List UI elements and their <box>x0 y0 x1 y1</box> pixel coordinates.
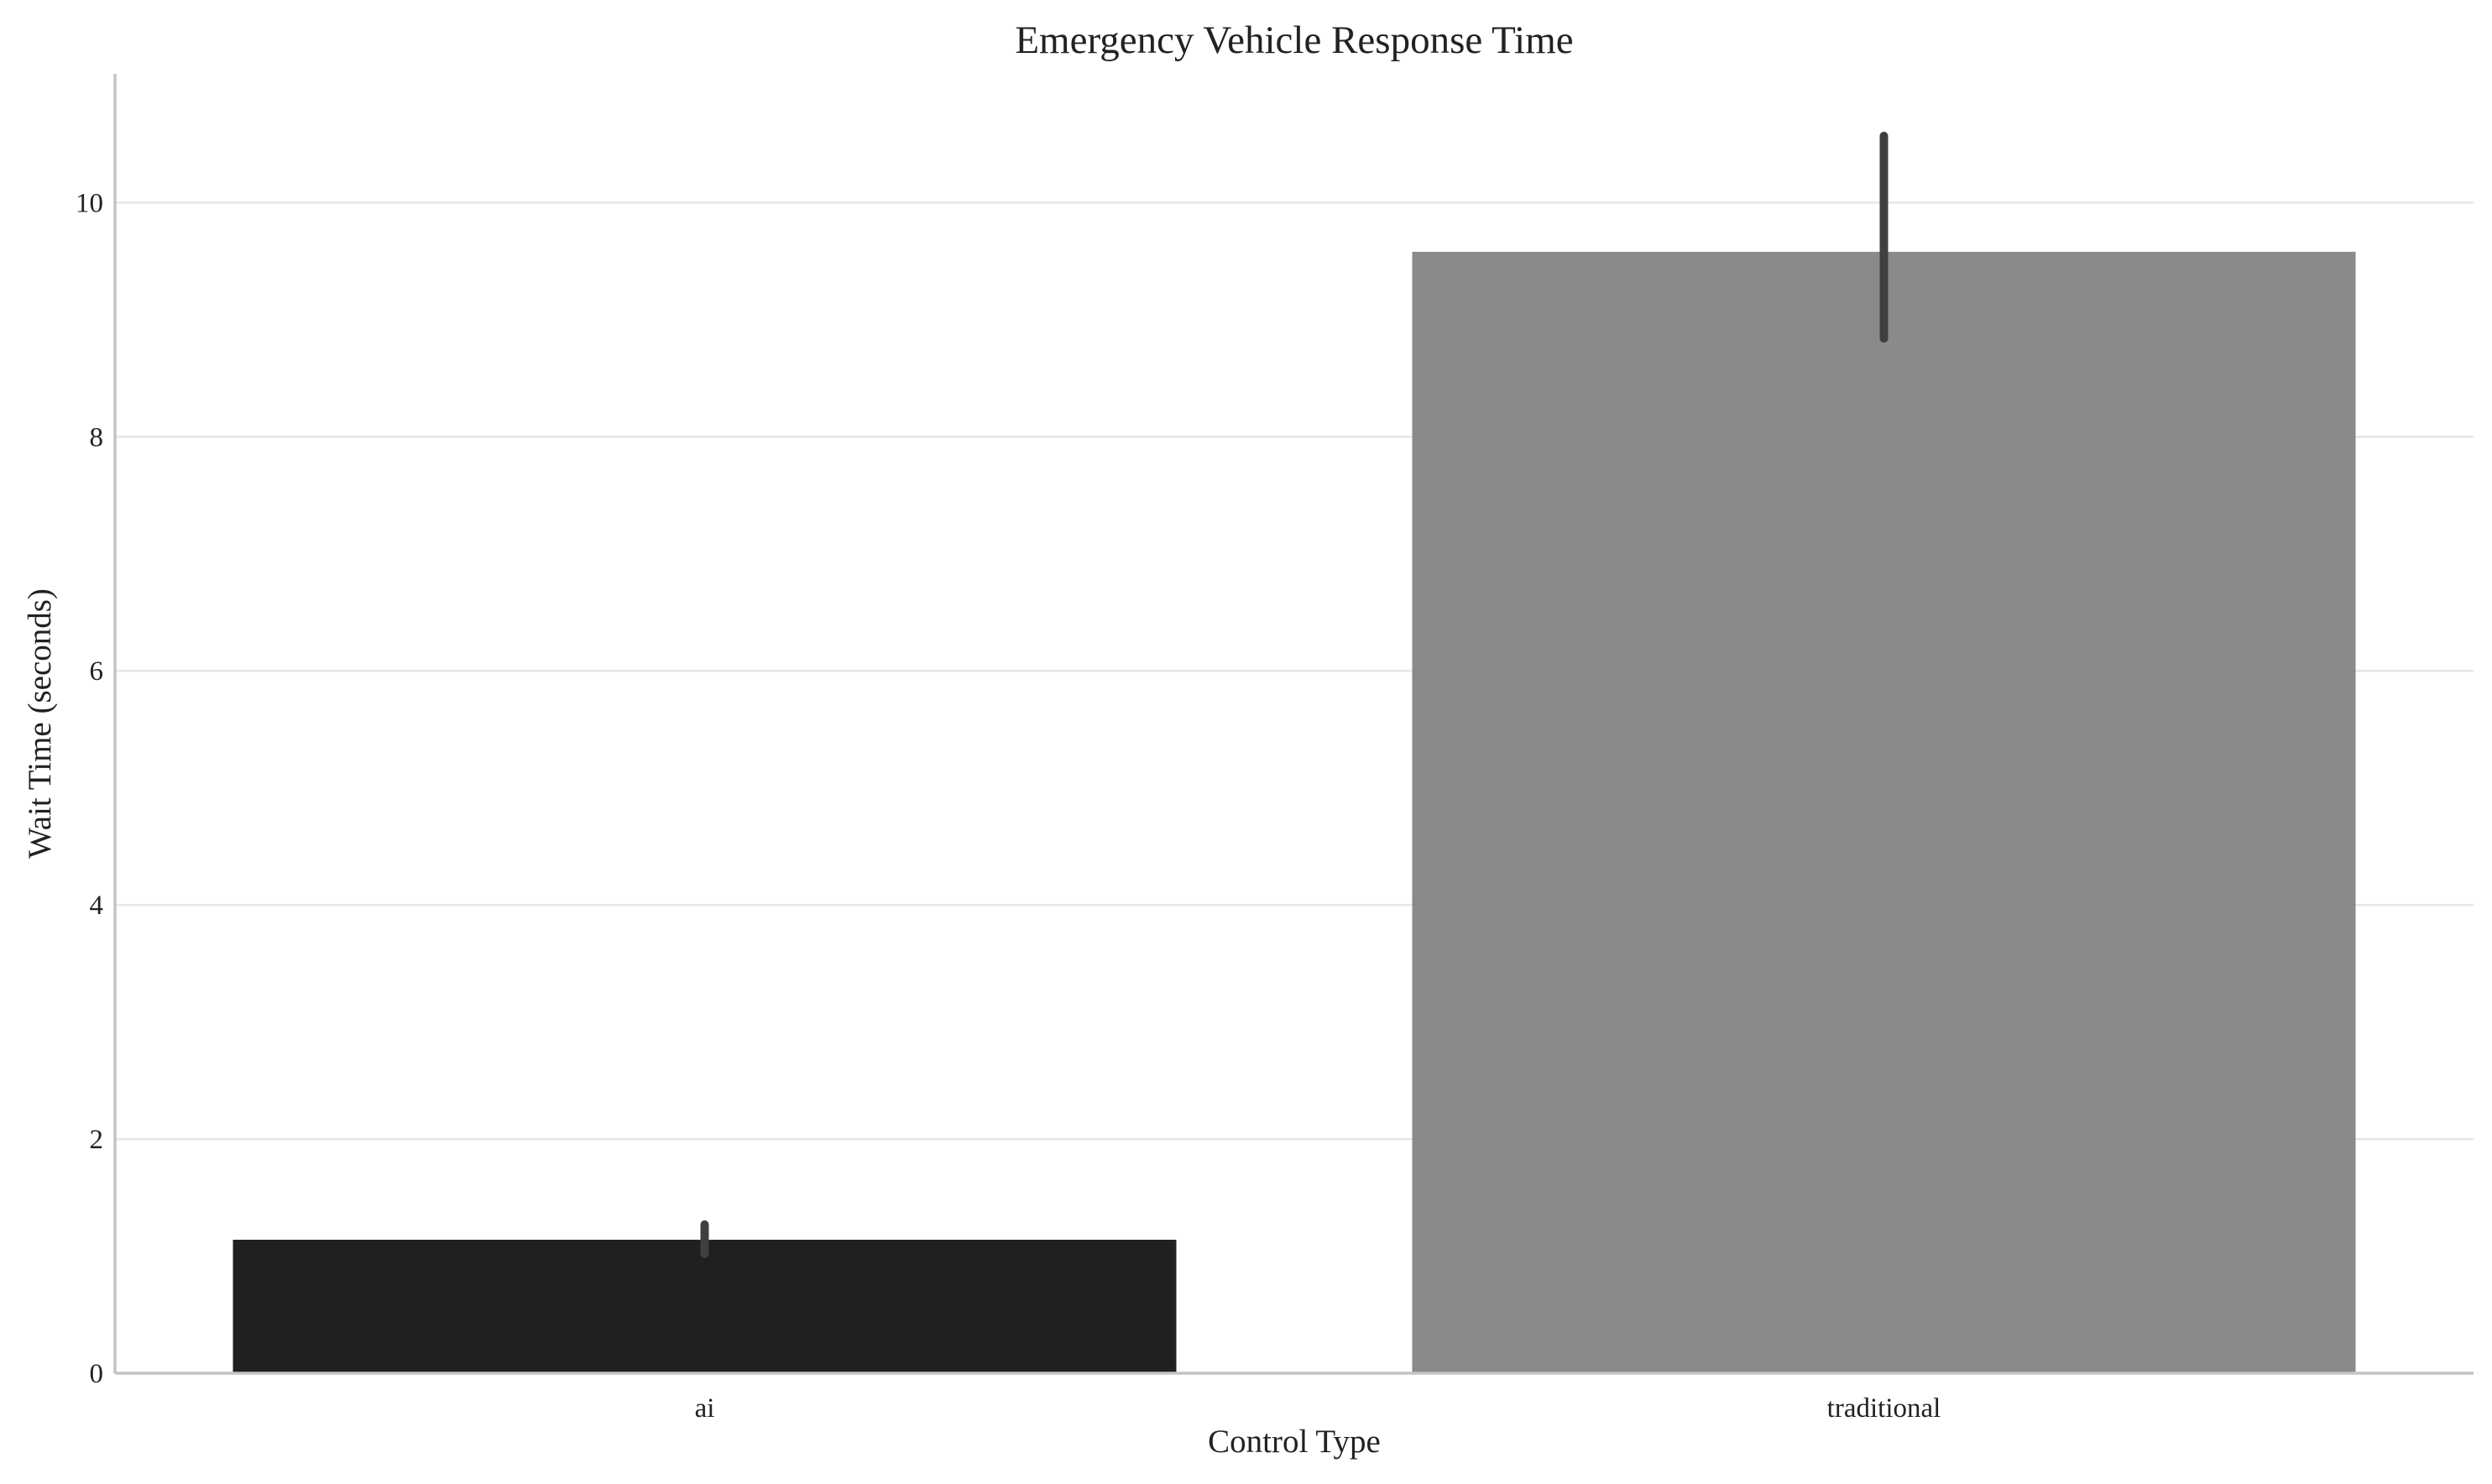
y-tick-label: 8 <box>90 422 104 452</box>
bar-traditional <box>1412 251 2356 1373</box>
bars <box>232 251 2356 1373</box>
x-tick-label-ai: ai <box>695 1393 715 1424</box>
y-axis-title: Wait Time (seconds) <box>22 588 58 859</box>
y-tick-label: 10 <box>76 188 103 218</box>
y-tick-label: 4 <box>90 891 104 921</box>
y-tick-labels: 0 2 4 6 8 10 <box>76 188 103 1389</box>
error-bars <box>700 131 1889 1258</box>
bar-ai <box>232 1240 1177 1373</box>
x-tick-labels: ai traditional <box>695 1393 1941 1424</box>
x-tick-label-traditional: traditional <box>1827 1393 1941 1424</box>
x-axis-title: Control Type <box>1208 1424 1381 1460</box>
y-tick-label: 6 <box>90 656 104 687</box>
y-tick-label: 0 <box>90 1359 104 1389</box>
chart-title: Emergency Vehicle Response Time <box>1015 18 1573 62</box>
y-tick-label: 2 <box>90 1125 104 1155</box>
